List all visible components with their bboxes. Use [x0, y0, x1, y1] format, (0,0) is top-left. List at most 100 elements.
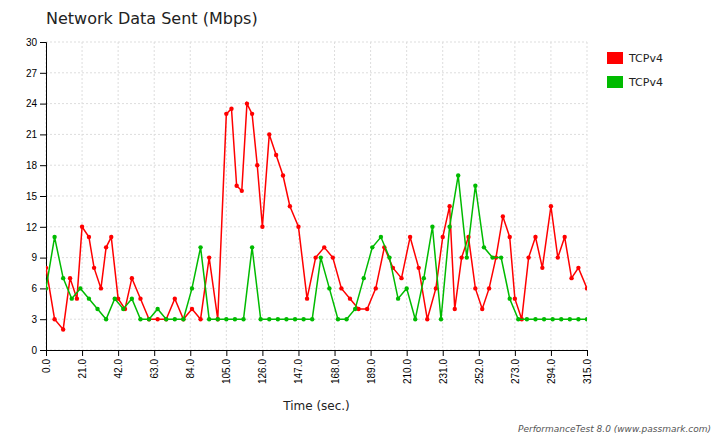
- data-point: [258, 317, 262, 321]
- data-point: [576, 317, 580, 321]
- legend-item: TCPv4: [607, 52, 663, 65]
- data-point: [207, 317, 211, 321]
- x-tick: 0.0: [41, 350, 52, 373]
- data-point: [370, 245, 374, 249]
- tick-mark: [154, 350, 155, 356]
- tick-label: 105.0: [221, 359, 232, 384]
- data-point: [576, 266, 580, 270]
- axis-domain: [47, 351, 588, 357]
- data-point: [533, 235, 537, 239]
- grid: [46, 42, 587, 350]
- tick-mark: [262, 350, 263, 356]
- data-point: [293, 317, 297, 321]
- data-point: [260, 225, 264, 229]
- data-point: [305, 296, 309, 300]
- data-point: [301, 317, 305, 321]
- data-point: [422, 276, 426, 280]
- tick-mark: [226, 350, 227, 356]
- tick-mark: [407, 350, 408, 356]
- data-point: [533, 317, 537, 321]
- data-point: [245, 101, 249, 105]
- tick-label: 6: [31, 283, 37, 294]
- series-group: [46, 101, 587, 331]
- tick-label: 210.0: [402, 359, 413, 384]
- data-point: [540, 266, 544, 270]
- data-point: [61, 276, 65, 280]
- data-point: [480, 307, 484, 311]
- data-point: [267, 132, 271, 136]
- data-point: [241, 317, 245, 321]
- data-point: [216, 317, 220, 321]
- data-point: [396, 296, 400, 300]
- data-point: [181, 317, 185, 321]
- legend-swatch: [607, 76, 623, 88]
- data-point: [281, 173, 285, 177]
- data-point: [224, 112, 228, 116]
- data-point: [473, 286, 477, 290]
- data-point: [416, 266, 420, 270]
- data-point: [78, 286, 82, 290]
- data-point: [240, 189, 244, 193]
- tick-label: 294.0: [546, 359, 557, 384]
- data-point: [164, 317, 168, 321]
- y-axis: 036912151821242730: [26, 37, 47, 356]
- x-tick: 315.0: [582, 350, 593, 384]
- tick-mark: [190, 350, 191, 356]
- tick-label: 27: [26, 68, 38, 79]
- data-point: [331, 255, 335, 259]
- data-point: [288, 204, 292, 208]
- y-tick: 6: [31, 283, 46, 294]
- data-point: [487, 286, 491, 290]
- grid-line: [46, 103, 587, 104]
- legend-label: TCPv4: [628, 52, 663, 65]
- data-point: [138, 296, 142, 300]
- legend-swatch: [607, 52, 623, 64]
- data-point: [224, 317, 228, 321]
- data-point: [121, 307, 125, 311]
- data-point: [92, 266, 96, 270]
- tick-label: 18: [26, 160, 38, 171]
- y-tick: 24: [26, 98, 46, 109]
- x-tick: 147.0: [293, 350, 304, 384]
- x-tick: 21.0: [77, 350, 88, 378]
- data-point: [569, 276, 573, 280]
- data-point: [46, 286, 48, 290]
- data-point: [559, 317, 563, 321]
- data-point: [408, 235, 412, 239]
- data-point: [52, 235, 56, 239]
- series-line: [46, 104, 587, 330]
- tick-mark: [298, 350, 299, 356]
- data-point: [374, 286, 378, 290]
- data-point: [526, 255, 530, 259]
- tick-mark: [40, 319, 46, 320]
- x-tick: 126.0: [257, 350, 268, 384]
- tick-label: 84.0: [185, 359, 196, 379]
- data-point: [216, 317, 220, 321]
- data-point: [441, 235, 445, 239]
- tick-mark: [40, 165, 46, 166]
- title: Network Data Sent (Mbps): [46, 9, 258, 28]
- y-tick: 18: [26, 160, 46, 171]
- data-point: [508, 235, 512, 239]
- data-point: [112, 296, 116, 300]
- x-tick: 273.0: [510, 350, 521, 384]
- data-point: [173, 317, 177, 321]
- data-point: [190, 286, 194, 290]
- data-point: [233, 317, 237, 321]
- data-point: [138, 317, 142, 321]
- tick-label: 168.0: [330, 359, 341, 384]
- tick-mark: [40, 196, 46, 197]
- data-point: [353, 307, 357, 311]
- tick-mark: [40, 258, 46, 259]
- tick-label: 273.0: [510, 359, 521, 384]
- data-point: [109, 235, 113, 239]
- x-tick: 189.0: [366, 350, 377, 384]
- tick-label: 12: [26, 222, 38, 233]
- data-point: [585, 317, 587, 321]
- x-tick: 63.0: [149, 350, 160, 378]
- data-point: [525, 317, 529, 321]
- legend-item: TCPv4: [607, 76, 663, 89]
- tick-label: 0: [31, 345, 37, 356]
- tick-label: 42.0: [113, 359, 124, 379]
- data-point: [80, 225, 84, 229]
